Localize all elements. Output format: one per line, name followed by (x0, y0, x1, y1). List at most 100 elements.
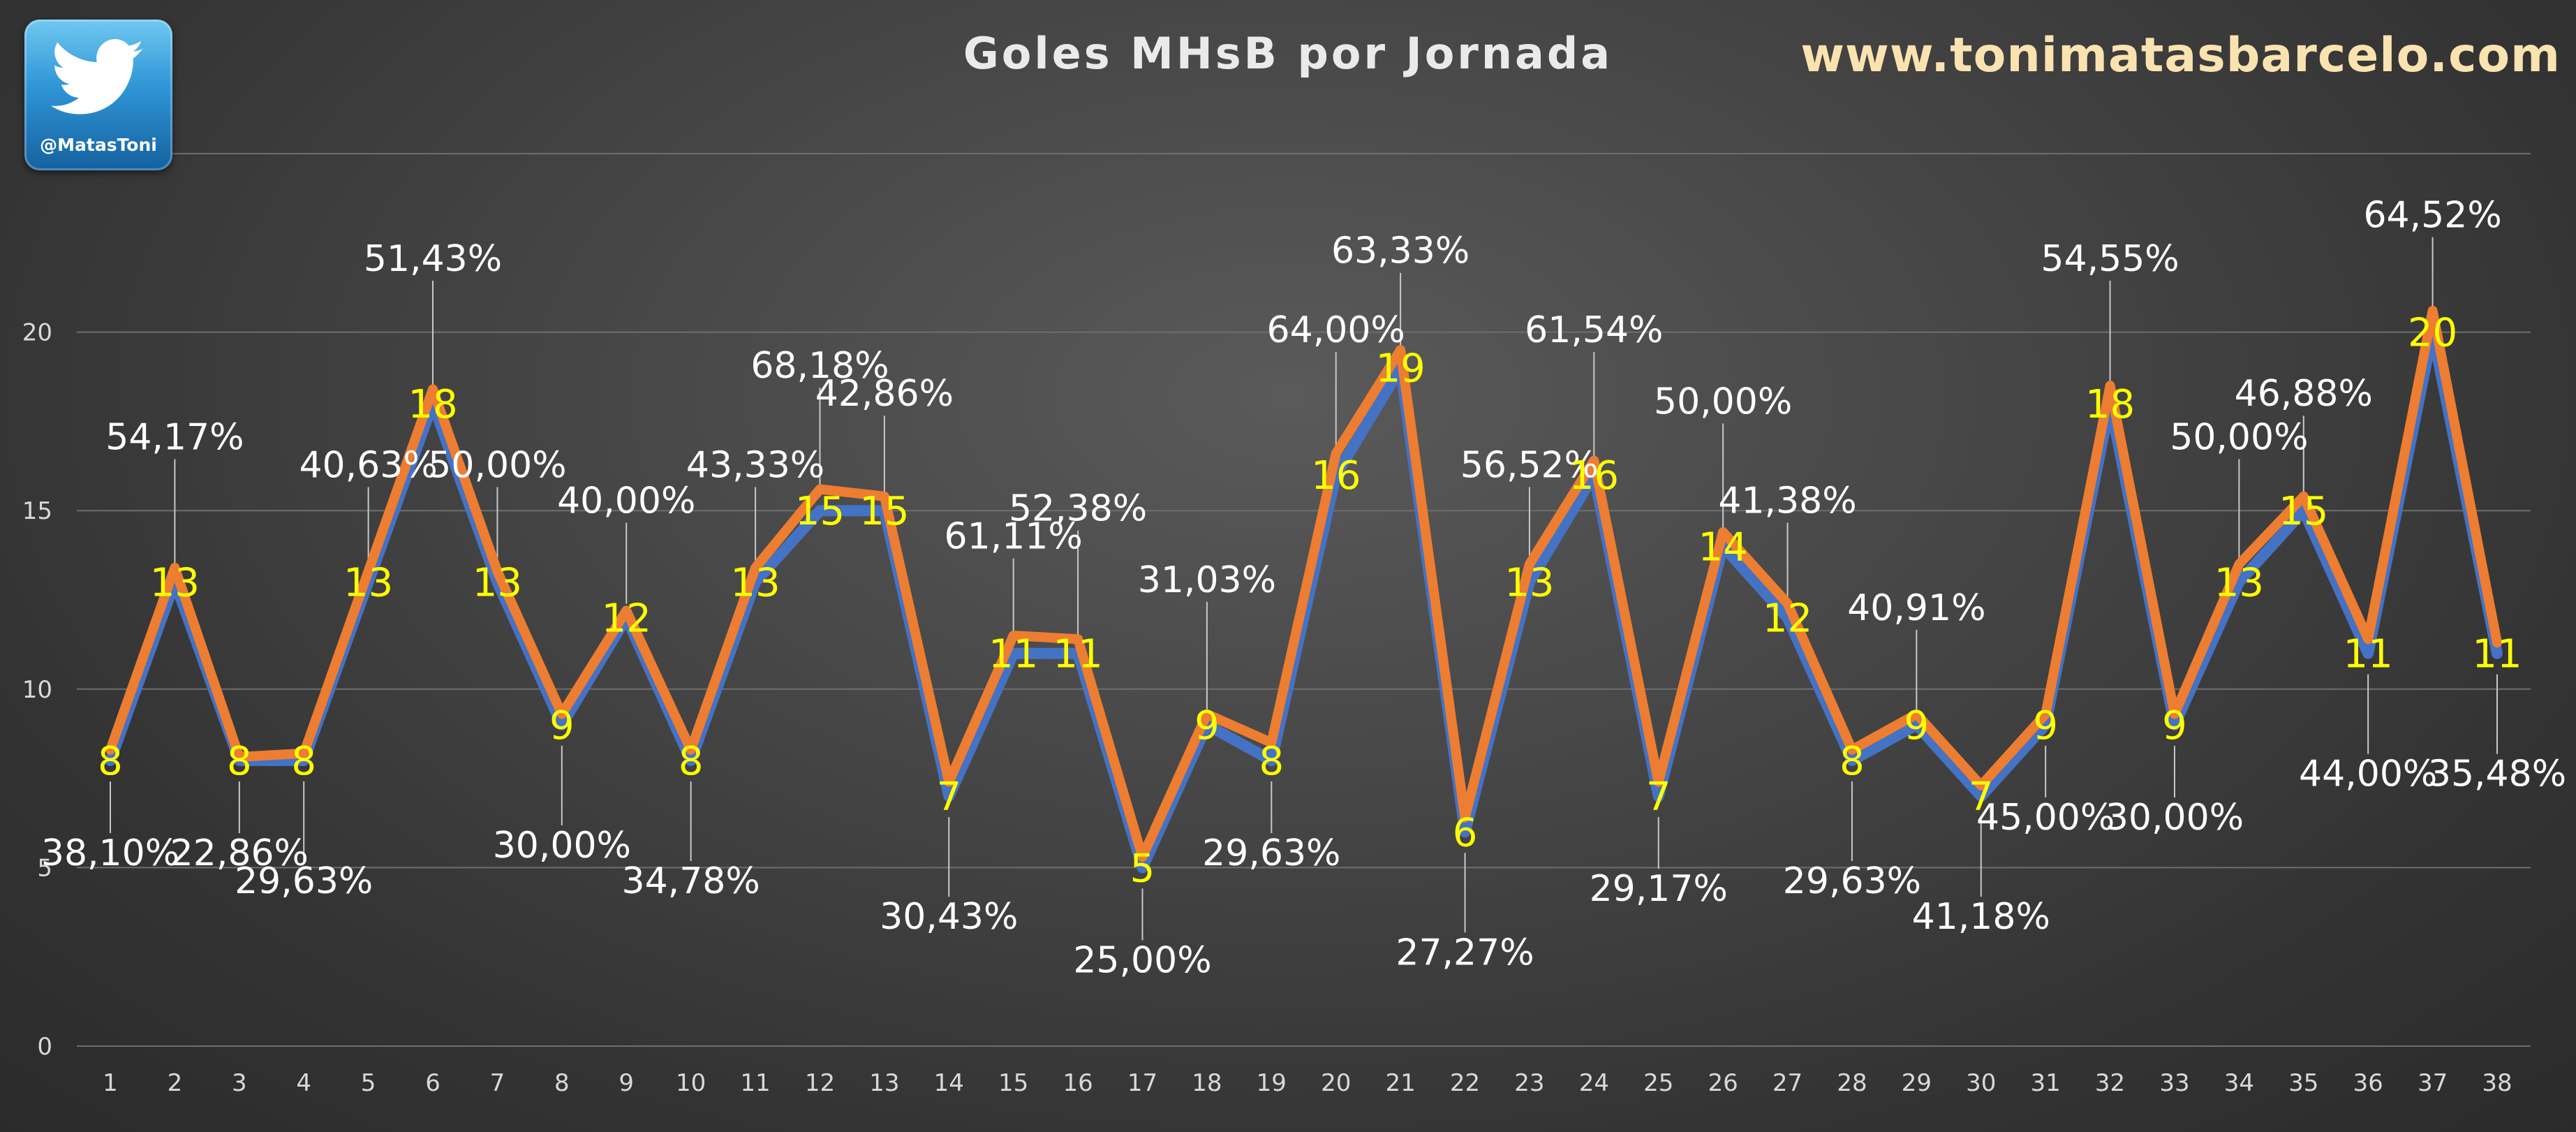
data-label: 13 (730, 560, 780, 605)
percent-label: 38,10% (41, 832, 179, 874)
x-tick-label: 6 (425, 1069, 441, 1097)
data-label: 6 (1453, 810, 1478, 855)
percent-label: 34,78% (622, 860, 760, 902)
percent-label: 31,03% (1138, 559, 1276, 601)
percent-label: 44,00% (2299, 754, 2437, 795)
percent-label: 64,52% (2363, 195, 2501, 237)
x-tick-label: 5 (361, 1069, 376, 1097)
x-axis-ticks: 1 2 3 4 5 6 7 8 9 10 11 12 13 14 15 16 17 18 19 20 21 22 23 24 2… (103, 1069, 2512, 1097)
data-label: 12 (1763, 596, 1812, 642)
x-tick-label: 2 (168, 1069, 183, 1097)
data-label: 18 (2085, 382, 2135, 427)
percent-label: 29,63% (235, 860, 373, 902)
percent-label: 42,86% (815, 373, 954, 415)
percent-label: 64,00% (1267, 309, 1405, 351)
x-tick-label: 17 (1127, 1069, 1157, 1097)
x-tick-label: 18 (1192, 1069, 1222, 1097)
x-tick-label: 15 (998, 1069, 1028, 1097)
series-line-2 (105, 305, 2502, 862)
data-label: 15 (859, 489, 909, 534)
percent-label: 40,63% (299, 444, 437, 486)
data-label: 8 (98, 739, 123, 784)
percent-label: 30,00% (2105, 797, 2244, 839)
twitter-handle: @MatasToni (40, 135, 157, 155)
x-tick-label: 37 (2418, 1069, 2448, 1097)
x-tick-label: 7 (490, 1069, 505, 1097)
y-tick-label: 5 (37, 854, 52, 882)
x-tick-label: 9 (619, 1069, 634, 1097)
x-tick-label: 12 (805, 1069, 835, 1097)
website-url[interactable]: www.tonimatasbarcelo.com (1800, 28, 2561, 83)
percent-label: 29,63% (1783, 860, 1921, 902)
data-label: 5 (1130, 846, 1155, 891)
x-tick-label: 25 (1643, 1069, 1673, 1097)
y-tick-label: 15 (22, 497, 52, 525)
x-tick-label: 28 (1837, 1069, 1867, 1097)
data-label: 9 (2033, 703, 2058, 749)
series-lines (105, 305, 2503, 874)
x-tick-label: 23 (1514, 1069, 1544, 1097)
percent-label: 68,18% (750, 345, 889, 387)
percent-label: 50,00% (1654, 381, 1792, 422)
percent-label: 22,86% (170, 832, 309, 874)
data-label: 9 (2162, 703, 2187, 749)
data-label: 8 (1259, 739, 1284, 784)
x-tick-label: 16 (1063, 1069, 1093, 1097)
x-tick-label: 31 (2031, 1069, 2061, 1097)
data-label: 11 (989, 632, 1038, 677)
percent-label: 46,88% (2235, 373, 2373, 415)
x-tick-label: 27 (1772, 1069, 1803, 1097)
y-tick-label: 0 (37, 1033, 52, 1061)
data-label: 14 (1698, 524, 1748, 570)
data-label: 12 (602, 596, 651, 642)
x-tick-label: 8 (554, 1069, 570, 1097)
percent-label: 29,63% (1202, 832, 1340, 874)
data-label: 11 (2472, 632, 2522, 677)
data-label: 15 (795, 489, 845, 534)
x-tick-label: 4 (296, 1069, 311, 1097)
twitter-logo[interactable]: @MatasToni (24, 20, 172, 170)
x-tick-label: 32 (2095, 1069, 2125, 1097)
percent-label: 61,11% (945, 516, 1083, 558)
percent-label: 52,38% (1009, 488, 1147, 530)
twitter-bird-icon (50, 39, 144, 115)
x-tick-label: 29 (1902, 1069, 1932, 1097)
y-tick-label: 20 (22, 319, 52, 347)
data-label: 11 (2344, 632, 2393, 677)
leader-lines (110, 237, 2498, 941)
percent-label: 40,91% (1847, 587, 1985, 629)
y-axis-ticks: 0 5 10 15 20 (22, 319, 52, 1061)
data-label: 9 (1194, 703, 1220, 749)
x-tick-label: 38 (2482, 1069, 2512, 1097)
x-tick-label: 13 (869, 1069, 899, 1097)
data-label: 18 (408, 382, 457, 427)
x-tick-label: 14 (934, 1069, 964, 1097)
data-label: 8 (227, 739, 252, 784)
percent-label: 43,33% (686, 444, 824, 486)
percent-label: 61,54% (1525, 309, 1663, 351)
percent-label: 45,00% (1976, 797, 2115, 839)
percent-label: 54,17% (105, 416, 244, 458)
percent-label: 51,43% (364, 238, 502, 280)
data-label: 7 (1969, 774, 1994, 820)
data-label: 8 (679, 739, 704, 784)
percent-label: 30,43% (880, 896, 1018, 938)
percent-label: 56,52% (1460, 444, 1599, 486)
x-tick-label: 35 (2288, 1069, 2318, 1097)
x-tick-label: 24 (1579, 1069, 1609, 1097)
percent-label: 41,38% (1718, 480, 1856, 522)
data-label: 13 (1504, 560, 1554, 605)
data-label: 7 (936, 774, 961, 820)
y-tick-label: 10 (22, 676, 52, 704)
data-label: 19 (1375, 346, 1425, 392)
data-label: 9 (1904, 703, 1930, 749)
percent-label: 54,55% (2041, 238, 2179, 280)
data-label: 13 (343, 560, 393, 605)
data-label: 11 (1053, 632, 1102, 677)
data-label: 15 (2279, 489, 2328, 534)
x-tick-label: 26 (1708, 1069, 1738, 1097)
x-tick-label: 21 (1385, 1069, 1415, 1097)
percent-label: 25,00% (1073, 939, 1211, 981)
